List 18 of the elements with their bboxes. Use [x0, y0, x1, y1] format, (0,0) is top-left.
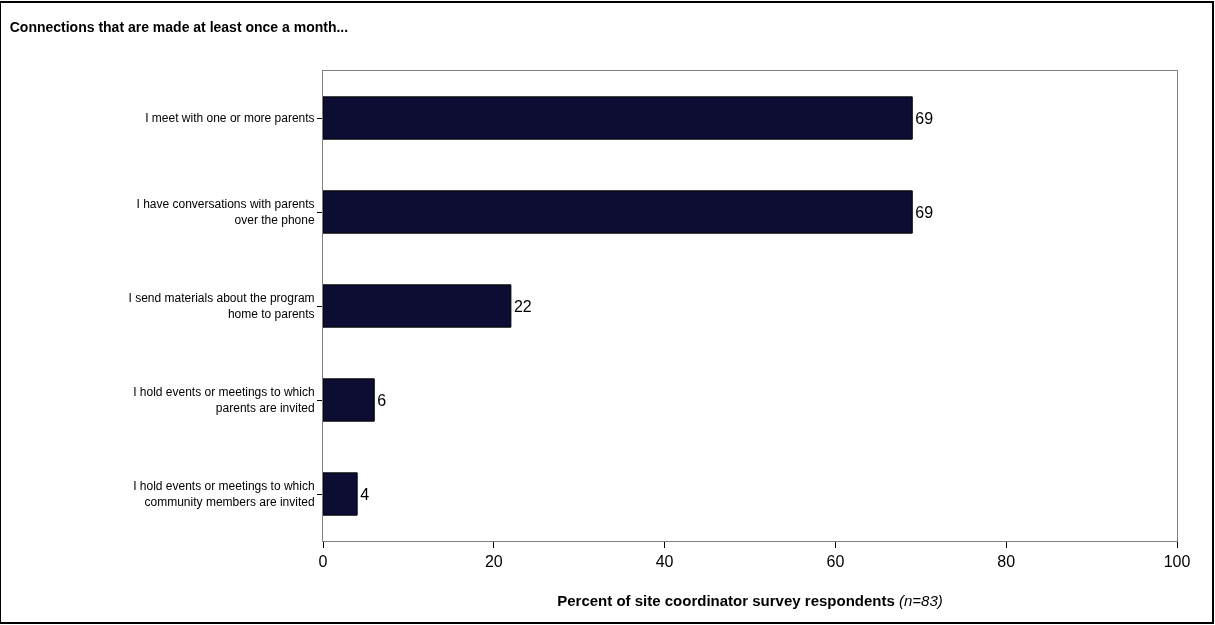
text: Connections that are made at least once a month... [9, 18, 349, 35]
data-label: 6 [377, 391, 387, 409]
x-tick-label: 20 [484, 553, 503, 571]
y-tick-label: I hold events or meetings to which community members are invited [133, 479, 315, 509]
y-tick-label: I hold events or meetings to which parents are invited [133, 385, 315, 415]
x-tick-label: 0 [318, 553, 328, 571]
x-tick-label: 40 [655, 553, 674, 571]
y-tick-label: I send materials about the program home to parents [128, 291, 315, 321]
data-label: 4 [360, 485, 370, 503]
x-tick-label: 80 [997, 553, 1016, 571]
data-label: 69 [915, 203, 934, 221]
x-tick-label: 60 [826, 553, 845, 571]
x-axis-title: Percent of site coordinator survey respondents (n=83) [557, 592, 943, 610]
data-label: 22 [513, 297, 532, 315]
y-tick-label: I have conversations with parents over the phone [136, 197, 315, 227]
x-tick-label: 100 [1163, 553, 1191, 571]
y-tick-label: I meet with one or more parents [145, 111, 315, 126]
data-label: 69 [915, 109, 934, 127]
